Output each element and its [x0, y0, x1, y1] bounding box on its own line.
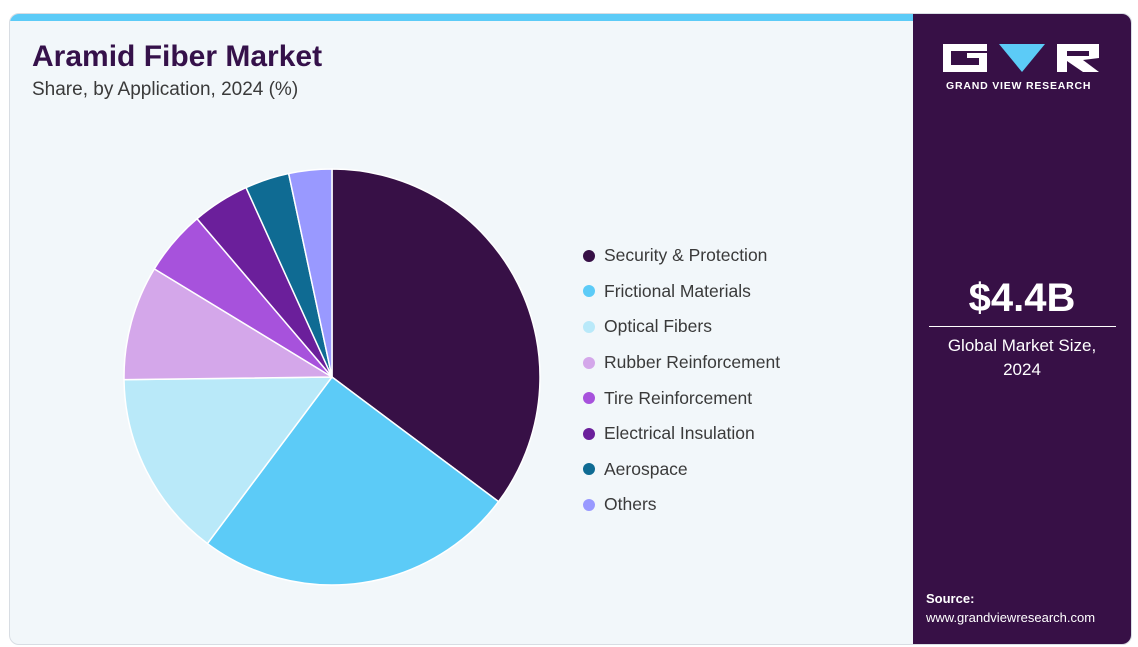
- chart-subtitle: Share, by Application, 2024 (%): [32, 79, 299, 100]
- legend-item-aerospace: Aerospace: [583, 452, 780, 488]
- accent-bar: [10, 14, 913, 21]
- legend-item-frictional-materials: Frictional Materials: [583, 274, 780, 310]
- legend-item-electrical-insulation: Electrical Insulation: [583, 416, 780, 452]
- chart-card: Aramid Fiber Market Share, by Applicatio…: [9, 13, 1132, 645]
- brand-name: GRAND VIEW RESEARCH: [946, 80, 1092, 92]
- legend-dot-icon: [583, 356, 595, 369]
- legend-item-security-protection: Security & Protection: [583, 238, 780, 274]
- legend-label: Rubber Reinforcement: [604, 352, 781, 373]
- source-url[interactable]: www.grandviewresearch.com: [926, 610, 1096, 625]
- pie-slice-security-protection: [331, 168, 541, 503]
- legend-dot-icon: [583, 498, 595, 511]
- source-label: Source:: [926, 591, 975, 606]
- legend-dot-icon: [583, 427, 595, 440]
- legend-dot-icon: [583, 320, 595, 333]
- pie-slice-rubber-reinforcement: [123, 268, 333, 381]
- legend-label: Others: [604, 494, 657, 515]
- gvr-logo-icon: [943, 44, 1099, 72]
- legend-item-others: Others: [583, 487, 780, 523]
- market-size-label: Global Market Size, 2024: [947, 336, 1097, 379]
- legend-item-optical-fibers: Optical Fibers: [583, 309, 780, 345]
- legend-item-rubber-reinforcement: Rubber Reinforcement: [583, 345, 780, 381]
- pie-slice-frictional-materials: [206, 376, 500, 586]
- legend-dot-icon: [583, 392, 595, 405]
- legend-label: Security & Protection: [604, 245, 768, 266]
- legend-dot-icon: [583, 463, 595, 476]
- chart-legend: Security & Protection Frictional Material…: [583, 238, 780, 523]
- legend-label: Tire Reinforcement: [604, 387, 753, 408]
- market-size-value: $4.4B: [968, 276, 1076, 320]
- pie-chart: [123, 168, 541, 586]
- legend-label: Frictional Materials: [604, 280, 751, 301]
- legend-dot-icon: [583, 285, 595, 298]
- legend-label: Aerospace: [604, 458, 688, 479]
- pie-slice-others: [287, 168, 333, 378]
- legend-item-tire-reinforcement: Tire Reinforcement: [583, 380, 780, 416]
- divider: [929, 326, 1116, 327]
- side-panel: GRAND VIEW RESEARCH $4.4B Global Market …: [913, 14, 1131, 644]
- legend-label: Electrical Insulation: [604, 423, 755, 444]
- chart-title: Aramid Fiber Market: [32, 40, 323, 73]
- legend-label: Optical Fibers: [604, 316, 712, 337]
- legend-dot-icon: [583, 249, 595, 262]
- pie-slice-optical-fibers: [123, 376, 333, 545]
